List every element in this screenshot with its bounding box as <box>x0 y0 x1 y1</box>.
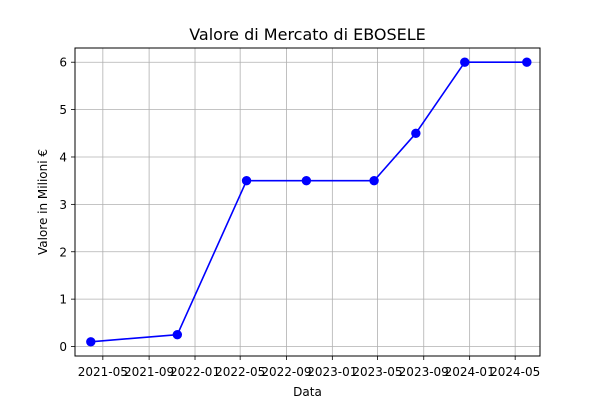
x-tick-label: 2022-09 <box>261 365 311 379</box>
y-tick-label: 5 <box>59 103 67 117</box>
series <box>86 57 532 347</box>
y-tick-label: 1 <box>59 293 67 307</box>
x-tick-label: 2024-01 <box>445 365 495 379</box>
plot-frame <box>74 47 541 357</box>
y-tick-label: 2 <box>59 245 67 259</box>
y-tick-label: 0 <box>59 340 67 354</box>
axis-ticks: 2021-052021-092022-012022-052022-092023-… <box>59 56 540 379</box>
y-tick-label: 4 <box>59 150 67 164</box>
chart-title: Valore di Mercato di EBOSELE <box>189 25 426 44</box>
x-tick-label: 2021-05 <box>78 365 128 379</box>
x-tick-label: 2022-01 <box>170 365 220 379</box>
data-point <box>411 128 421 138</box>
data-point <box>172 329 183 340</box>
x-tick-label: 2021-09 <box>124 365 174 379</box>
data-point <box>86 337 96 347</box>
x-axis-label: Data <box>293 385 322 399</box>
data-point <box>460 57 470 67</box>
y-tick-label: 3 <box>59 198 67 212</box>
y-tick-label: 6 <box>59 56 67 70</box>
data-point <box>241 175 252 186</box>
y-axis-label: Valore in Milioni € <box>36 149 50 255</box>
data-point <box>369 175 379 186</box>
x-tick-label: 2024-05 <box>490 365 540 379</box>
x-tick-label: 2022-05 <box>215 365 265 379</box>
grid <box>75 48 540 356</box>
x-tick-label: 2023-09 <box>399 365 449 379</box>
series-line <box>90 61 527 343</box>
data-point <box>301 175 312 186</box>
x-tick-label: 2023-05 <box>352 365 402 379</box>
data-point <box>522 57 532 67</box>
x-tick-label: 2023-01 <box>307 365 357 379</box>
